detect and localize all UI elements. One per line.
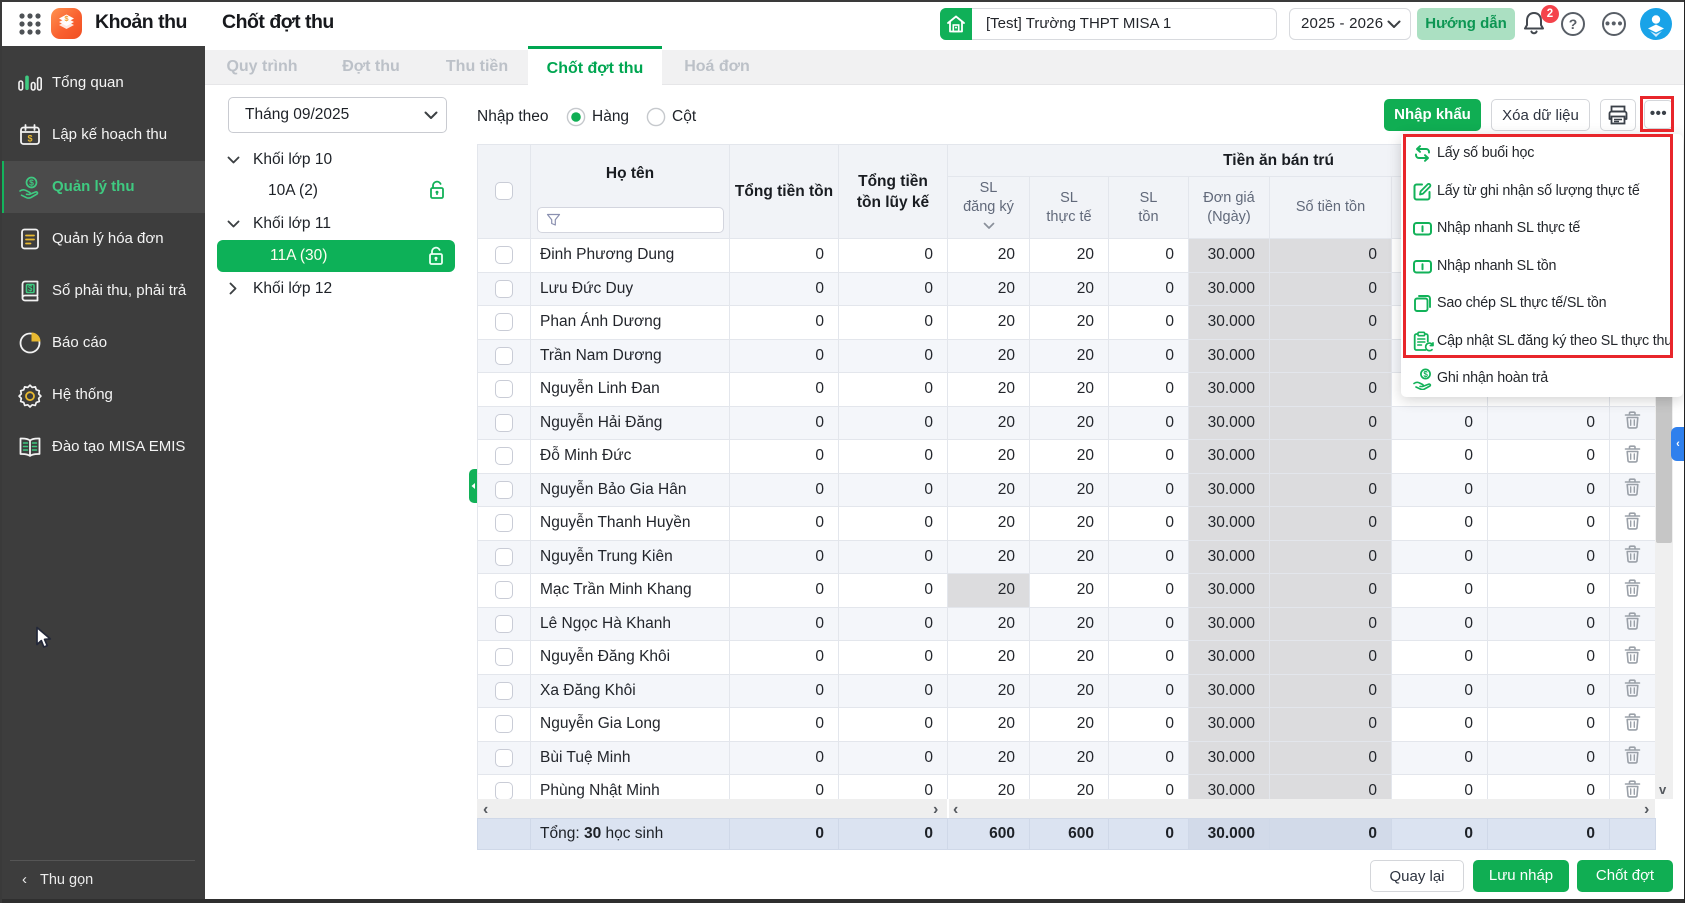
svg-text:$: $ — [27, 134, 32, 144]
svg-text:$: $ — [28, 284, 33, 293]
svg-text:$: $ — [29, 178, 34, 188]
svg-text:$: $ — [1423, 370, 1428, 379]
svg-text:$: $ — [64, 14, 69, 23]
